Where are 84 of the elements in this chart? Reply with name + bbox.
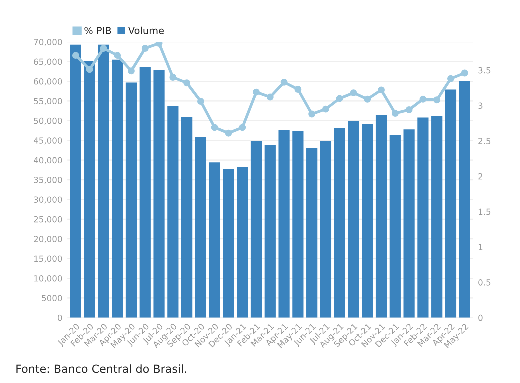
point: [184, 80, 191, 87]
y2-tick-label: 1.5: [478, 208, 491, 216]
bar: [237, 167, 248, 318]
y-tick-label: 65,000: [34, 58, 62, 66]
bar: [195, 137, 207, 318]
point: [350, 90, 358, 97]
bar: [70, 44, 82, 318]
bar: [292, 132, 304, 318]
point: [378, 86, 385, 94]
bar: [223, 169, 234, 318]
point: [420, 96, 427, 103]
y2-tick-label: 0.5: [478, 280, 491, 286]
point: [336, 95, 344, 102]
bar: [126, 82, 138, 318]
y-tick-label: 10,000: [34, 275, 62, 283]
bar: [432, 116, 443, 318]
point: [461, 70, 468, 77]
legend-label: % PIB: [84, 27, 112, 34]
legend-label: Volume: [128, 26, 164, 34]
bar: [84, 61, 96, 318]
point: [114, 52, 122, 60]
point: [280, 78, 288, 86]
y-tick-label: 70,000: [34, 39, 62, 46]
bar: [320, 141, 332, 318]
y-tick-label: 40,000: [34, 157, 62, 164]
bar: [250, 141, 262, 318]
point: [156, 42, 163, 48]
bar: [362, 124, 374, 318]
bar: [140, 67, 151, 318]
bar: [418, 118, 429, 318]
bar: [404, 130, 415, 318]
bar: [348, 121, 360, 318]
bar: [98, 44, 110, 318]
point: [225, 130, 232, 137]
bar: [390, 135, 401, 318]
bar: [445, 90, 457, 318]
point: [100, 45, 108, 52]
bar: [459, 81, 470, 318]
point: [86, 66, 94, 74]
point: [322, 106, 330, 113]
y2-tick-label: 1: [478, 244, 483, 250]
point: [392, 110, 399, 118]
point: [294, 86, 302, 93]
y-tick-label: 5000: [42, 295, 62, 302]
bar: [154, 70, 165, 318]
y-tick-label: 20,000: [34, 236, 62, 244]
point: [197, 98, 204, 105]
y2-tick-label: 0: [478, 314, 483, 322]
point: [308, 110, 316, 118]
point: [239, 124, 246, 132]
point: [72, 52, 80, 60]
bar: [182, 116, 193, 318]
y-tick-label: 60,000: [34, 78, 62, 86]
y2-tick-label: 3.5: [478, 67, 491, 74]
point: [170, 74, 177, 81]
point: [434, 96, 441, 104]
y-tick-label: 25,000: [34, 216, 62, 224]
y2-tick-label: 2.5: [478, 138, 491, 144]
point: [448, 75, 454, 82]
y2-tick-label: 3: [478, 102, 483, 110]
bar: [209, 162, 220, 318]
y-tick-label: 0: [58, 314, 62, 322]
point: [211, 124, 218, 132]
point: [364, 96, 372, 103]
bar: [168, 106, 179, 318]
point: [266, 94, 274, 101]
bar: [112, 60, 124, 318]
point: [406, 106, 413, 114]
y-tick-label: 45,000: [34, 138, 62, 145]
bar: [376, 115, 388, 318]
y-tick-label: 50,000: [34, 118, 62, 126]
bar: [334, 128, 346, 318]
point: [128, 68, 135, 75]
y-tick-label: 15,000: [34, 256, 62, 263]
y2-tick-label: 2: [478, 173, 483, 180]
source-note: Fonte: Banco Central do Brasil.: [16, 364, 186, 374]
bar: [264, 144, 276, 318]
y-tick-label: 30,000: [34, 196, 62, 204]
y-tick-label: 55,000: [34, 98, 62, 106]
bar: [306, 148, 318, 318]
y-tick-label: 35,000: [34, 176, 62, 184]
bar: [278, 130, 290, 318]
point: [253, 88, 260, 96]
point: [142, 45, 149, 52]
